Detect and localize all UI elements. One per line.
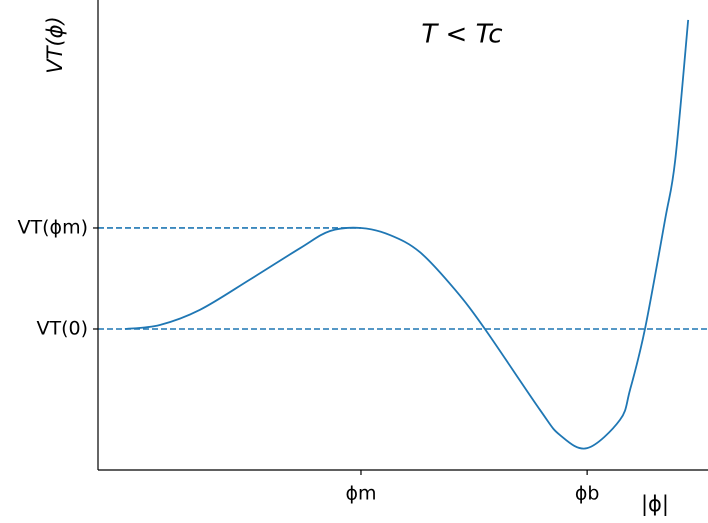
y-tick-label: VT(ϕm) — [18, 216, 88, 238]
line-series — [124, 19, 690, 450]
y-tick-label: VT(0) — [36, 317, 88, 339]
x-tick-label: ϕb — [575, 483, 600, 505]
y-axis-label: VT(ϕ) — [43, 16, 67, 73]
x-axis-label: |ϕ| — [641, 492, 669, 517]
x-tick-label: ϕm — [345, 483, 376, 505]
chart-title: T < Tc — [421, 20, 502, 50]
